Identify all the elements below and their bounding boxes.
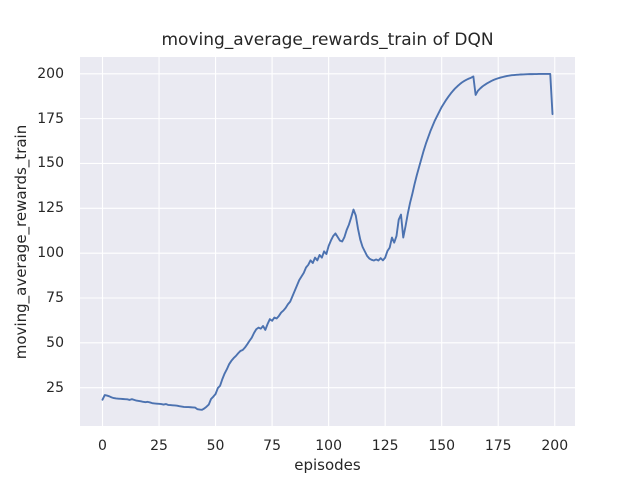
x-tick-label: 150 [428,438,456,454]
y-tick-label: 175 [37,110,64,127]
x-tick-label: 0 [98,438,107,454]
y-tick-label: 200 [37,65,64,82]
plot-background [80,57,575,426]
x-tick-label: 175 [484,438,512,454]
y-tick-label: 25 [46,379,64,396]
series-line [101,73,554,411]
x-tick-label: 100 [315,438,342,454]
x-axis-label: episodes [294,456,361,474]
y-tick-label: 150 [37,155,64,172]
x-tick-label: 50 [206,438,225,454]
y-tick-label: 75 [46,290,64,306]
x-tick-label: 75 [263,438,282,454]
y-tick-label: 100 [37,245,64,262]
x-tick-label: 125 [371,438,399,454]
x-tick-label: 200 [541,438,569,454]
x-tick-label: 25 [150,438,168,454]
chart-title: moving_average_rewards_train of DQN [161,30,494,50]
y-tick-label: 125 [37,200,64,217]
y-tick-label: 50 [46,334,64,351]
